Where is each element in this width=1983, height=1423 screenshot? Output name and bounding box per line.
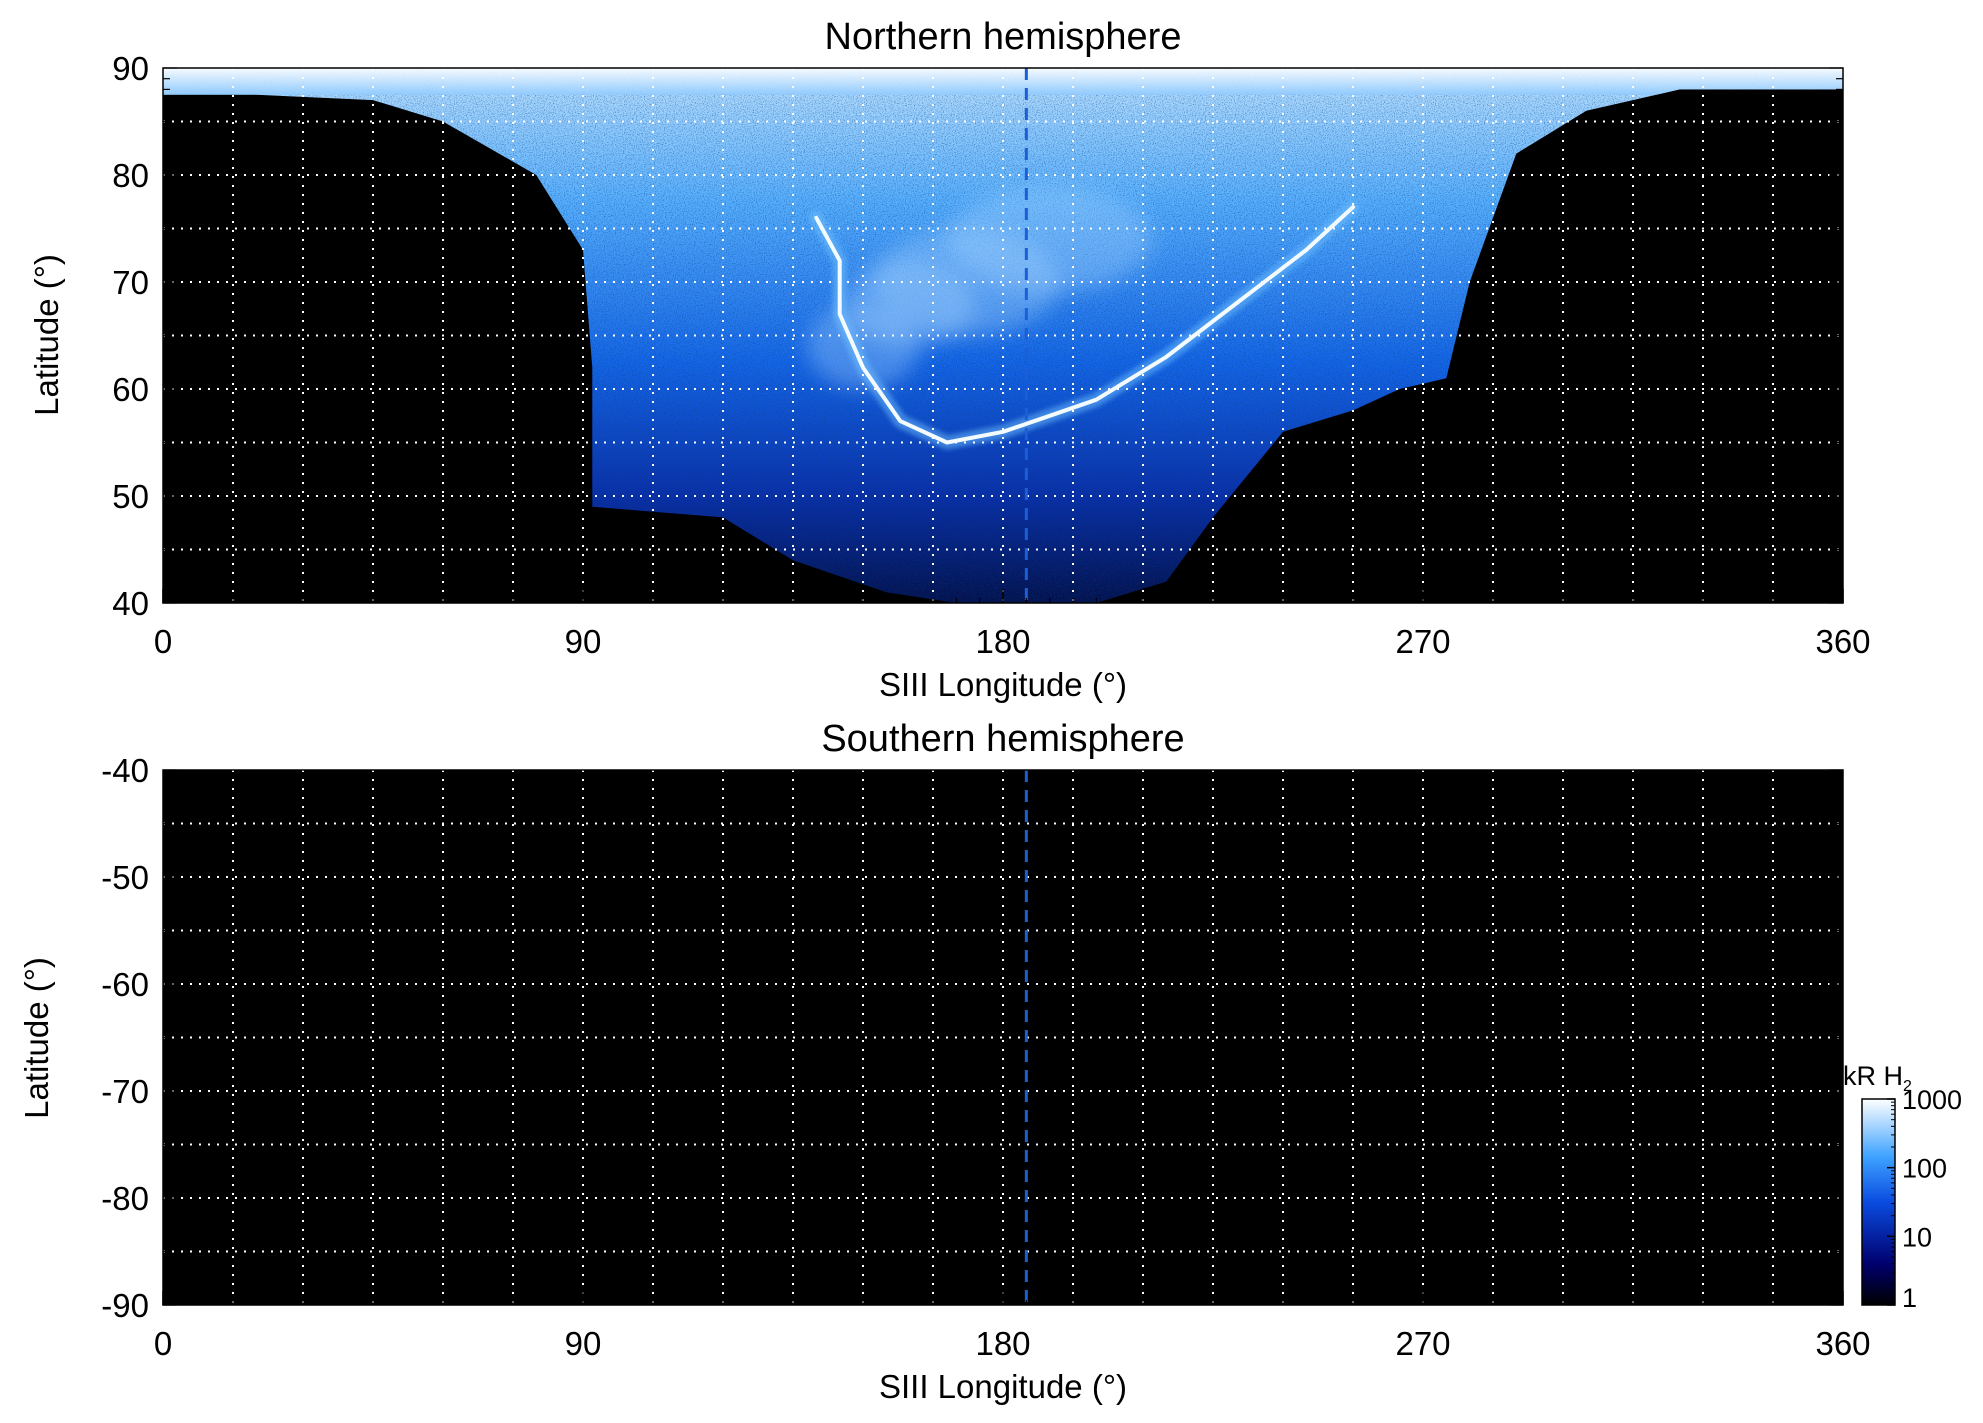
north-y-tick-label: 60 <box>112 371 149 408</box>
south-axes: 0 90 180 270 360 -90 -80 -70 -60 -50 -40 <box>101 752 1870 1362</box>
north-axes: 0 90 180 270 360 40 50 60 70 80 90 <box>112 50 1870 660</box>
north-y-tick-label: 90 <box>112 50 149 87</box>
north-x-tick-label: 90 <box>565 623 602 660</box>
south-panel: Southern hemisphere 0 90 180 270 360 -90 -80 -7… <box>18 718 1871 1405</box>
south-y-tick-label: -70 <box>101 1073 149 1110</box>
north-x-tick-label: 180 <box>975 623 1030 660</box>
north-y-tick-label: 80 <box>112 157 149 194</box>
north-x-tick-label: 360 <box>1815 623 1870 660</box>
colorbar-label-subscript: 2 <box>1903 1078 1912 1095</box>
south-y-tick-label: -90 <box>101 1287 149 1324</box>
colorbar-tick-label: 10 <box>1902 1222 1932 1252</box>
south-x-axis-label: SIII Longitude (°) <box>879 1368 1127 1405</box>
south-x-tick-label: 0 <box>154 1325 172 1362</box>
south-title: Southern hemisphere <box>821 718 1184 760</box>
north-minor-ticks <box>162 67 1844 604</box>
north-x-tick-label: 270 <box>1395 623 1450 660</box>
colorbar-label: kR H2 <box>1843 1061 1912 1095</box>
north-y-tick-label: 40 <box>112 585 149 622</box>
south-x-tick-label: 270 <box>1395 1325 1450 1362</box>
colorbar-gradient <box>1861 1098 1896 1306</box>
north-y-tick-label: 50 <box>112 478 149 515</box>
north-main-emission <box>814 205 1355 445</box>
south-x-tick-label: 180 <box>975 1325 1030 1362</box>
south-x-tick-label: 360 <box>1815 1325 1870 1362</box>
south-y-tick-label: -80 <box>101 1180 149 1217</box>
north-title: Northern hemisphere <box>825 16 1182 58</box>
north-polar-emission-patch <box>946 185 1153 293</box>
north-y-axis-label: Latitude (°) <box>28 254 65 416</box>
colorbar-ticks: 1 10 100 1000 <box>1887 1085 1962 1313</box>
north-polar-emission-patch <box>807 303 919 390</box>
colorbar-tick-label: 1000 <box>1902 1085 1962 1115</box>
south-x-tick-label: 90 <box>565 1325 602 1362</box>
south-y-tick-label: -60 <box>101 966 149 1003</box>
north-x-tick-label: 0 <box>154 623 172 660</box>
north-x-axis-label: SIII Longitude (°) <box>879 666 1127 703</box>
colorbar-tick-label: 100 <box>1902 1154 1947 1184</box>
south-y-axis-label: Latitude (°) <box>18 957 55 1119</box>
colorbar-label-main: kR H <box>1843 1061 1903 1091</box>
south-minor-ticks <box>162 769 1844 1306</box>
north-grid <box>163 68 1843 603</box>
north-panel: Northern hemisphere 0 90 180 270 360 40 50 60 70… <box>28 16 1871 703</box>
south-y-tick-label: -40 <box>101 752 149 789</box>
south-grid <box>163 770 1843 1305</box>
north-y-tick-label: 70 <box>112 264 149 301</box>
colorbar-tick-label: 1 <box>1902 1283 1917 1313</box>
colorbar: kR H2 1 10 100 1000 <box>1843 1061 1962 1313</box>
north-polar-rim <box>163 68 1843 95</box>
south-y-tick-label: -50 <box>101 859 149 896</box>
